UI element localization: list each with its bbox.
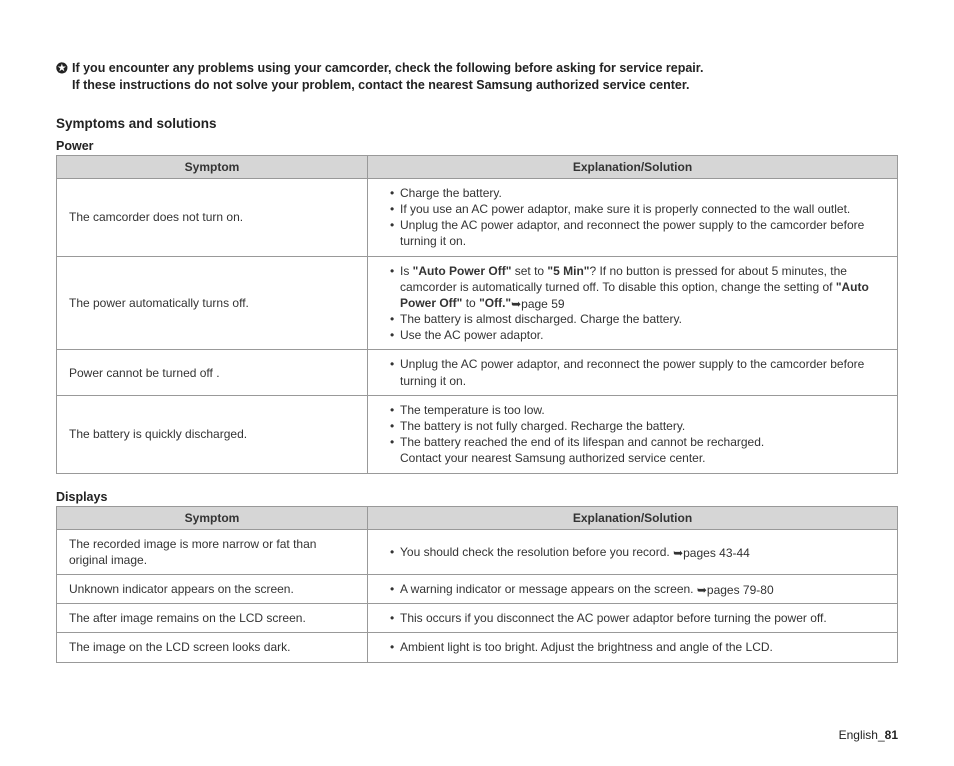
solution-cell: You should check the resolution before y… (368, 529, 898, 574)
symptom-cell: The camcorder does not turn on. (57, 178, 368, 256)
table-row: The recorded image is more narrow or fat… (57, 529, 898, 574)
bold-text: "5 Min" (547, 264, 589, 278)
footer-page-number: 81 (885, 728, 898, 742)
table-row: The power automatically turns off. Is "A… (57, 256, 898, 350)
solution-item: Is "Auto Power Off" set to "5 Min"? If n… (390, 263, 887, 312)
page-ref-icon: ➥page 59 (511, 296, 564, 312)
solution-item: The temperature is too low. (390, 402, 887, 418)
table-row: Power cannot be turned off . Unplug the … (57, 350, 898, 395)
manual-page: ✪ If you encounter any problems using yo… (0, 0, 954, 766)
th-symptom: Symptom (57, 506, 368, 529)
symptom-cell: The image on the LCD screen looks dark. (57, 633, 368, 662)
table-row: The after image remains on the LCD scree… (57, 604, 898, 633)
solution-cell: Charge the battery. If you use an AC pow… (368, 178, 898, 256)
page-ref-icon: ➥pages 79-80 (697, 582, 774, 598)
text: to (462, 296, 479, 310)
intro-text: If you encounter any problems using your… (72, 60, 898, 94)
solution-item: Use the AC power adaptor. (390, 327, 887, 343)
info-icon: ✪ (56, 60, 72, 76)
bold-text: "Off." (479, 296, 511, 310)
solution-cell: This occurs if you disconnect the AC pow… (368, 604, 898, 633)
solution-item: A warning indicator or message appears o… (390, 581, 887, 597)
solution-item: The battery reached the end of its lifes… (390, 434, 887, 450)
bold-text: "Auto Power Off" (413, 264, 512, 278)
solution-item: You should check the resolution before y… (390, 544, 887, 560)
solution-item: Unplug the AC power adaptor, and reconne… (390, 217, 887, 249)
intro-block: ✪ If you encounter any problems using yo… (56, 60, 898, 94)
solution-item: The battery is almost discharged. Charge… (390, 311, 887, 327)
solution-item: Unplug the AC power adaptor, and reconne… (390, 356, 887, 388)
solution-cell: The temperature is too low. The battery … (368, 395, 898, 473)
solution-cell: Ambient light is too bright. Adjust the … (368, 633, 898, 662)
displays-table: Symptom Explanation/Solution The recorde… (56, 506, 898, 663)
solution-item: Ambient light is too bright. Adjust the … (390, 639, 887, 655)
table-row: Unknown indicator appears on the screen.… (57, 574, 898, 603)
table-row: The battery is quickly discharged. The t… (57, 395, 898, 473)
table-row: The camcorder does not turn on. Charge t… (57, 178, 898, 256)
solution-item: If you use an AC power adaptor, make sur… (390, 201, 887, 217)
symptom-cell: The power automatically turns off. (57, 256, 368, 350)
section-heading: Symptoms and solutions (56, 116, 898, 131)
solution-cell: Unplug the AC power adaptor, and reconne… (368, 350, 898, 395)
th-solution: Explanation/Solution (368, 506, 898, 529)
solution-item: This occurs if you disconnect the AC pow… (390, 610, 887, 626)
solution-item: Charge the battery. (390, 185, 887, 201)
table-row: The image on the LCD screen looks dark. … (57, 633, 898, 662)
symptom-cell: The battery is quickly discharged. (57, 395, 368, 473)
symptom-cell: Power cannot be turned off . (57, 350, 368, 395)
power-table: Symptom Explanation/Solution The camcord… (56, 155, 898, 474)
text: Is (400, 264, 413, 278)
solution-cell: A warning indicator or message appears o… (368, 574, 898, 603)
solution-cell: Is "Auto Power Off" set to "5 Min"? If n… (368, 256, 898, 350)
intro-line1: If you encounter any problems using your… (72, 61, 703, 75)
text: A warning indicator or message appears o… (400, 582, 697, 596)
symptom-cell: Unknown indicator appears on the screen. (57, 574, 368, 603)
symptom-cell: The recorded image is more narrow or fat… (57, 529, 368, 574)
displays-subhead: Displays (56, 490, 898, 504)
text: You should check the resolution before y… (400, 545, 673, 559)
solution-item: The battery is not fully charged. Rechar… (390, 418, 887, 434)
th-solution: Explanation/Solution (368, 155, 898, 178)
power-subhead: Power (56, 139, 898, 153)
symptom-cell: The after image remains on the LCD scree… (57, 604, 368, 633)
text: set to (511, 264, 547, 278)
intro-line2: If these instructions do not solve your … (72, 78, 690, 92)
solution-tail: Contact your nearest Samsung authorized … (378, 450, 887, 466)
page-ref-icon: ➥pages 43-44 (673, 545, 750, 561)
th-symptom: Symptom (57, 155, 368, 178)
footer-lang: English_ (839, 728, 885, 742)
page-footer: English_81 (839, 728, 898, 742)
